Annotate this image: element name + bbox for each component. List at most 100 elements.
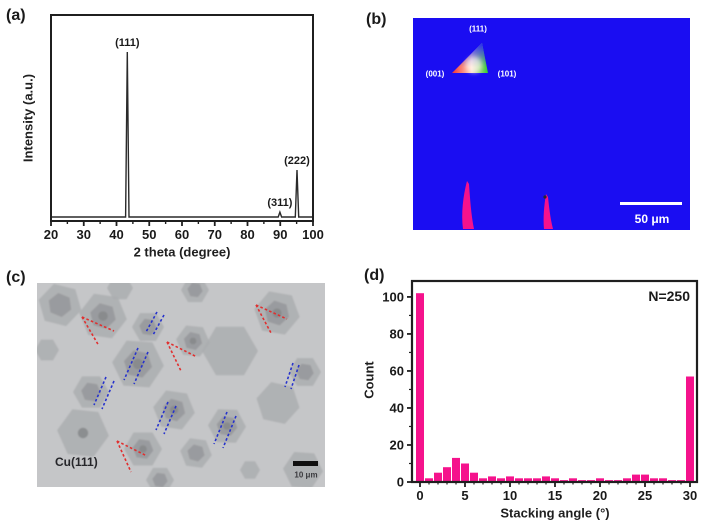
ipf-triangle-label-001: (001) [425,69,445,79]
histogram-bar [452,457,460,482]
histogram-bar [461,463,469,482]
x-tick-label: 50 [142,227,156,242]
histogram-bar [506,476,514,482]
blue-alignment-marker [152,314,165,336]
nucleation-core [169,405,179,415]
y-tick-label: 40 [390,400,404,415]
red-angle-marker [116,440,148,457]
x-tick-label: 80 [240,227,254,242]
scale-bar-50um [620,202,682,205]
sample-count-annotation: N=250 [648,288,690,304]
xrd-x-axis-title: 2 theta (degree) [133,244,231,260]
blue-alignment-marker [290,364,300,390]
graphene-hexagon [240,461,260,479]
ipf-triangle-center-white [466,57,482,73]
hist-y-axis-title: Count [361,361,377,399]
x-tick-label: 30 [683,488,697,503]
hist-x-axis-title: Stacking angle (°) [500,505,610,521]
blue-alignment-marker [284,362,294,388]
substrate-label: Cu(111) [55,455,98,469]
x-tick-label: 60 [175,227,189,242]
hist-plot-frame [410,279,699,484]
ebsd-map: (111) (001) (101) 50 μm [413,18,690,230]
second-layer-hexagon [296,363,314,381]
histogram-bar [470,472,478,482]
nucleation-core [189,337,197,345]
blue-alignment-marker [155,401,169,431]
blue-alignment-marker [133,351,149,385]
peak-label: (111) [115,37,140,49]
second-layer-hexagon [187,444,205,462]
histogram-bar [533,478,541,482]
graphene-domains [37,283,323,487]
sem-image [37,283,325,487]
blue-alignment-marker [93,376,107,406]
graphene-hexagon [202,326,258,376]
y-tick-label: 20 [390,437,404,452]
second-layer-hexagon [81,382,101,402]
second-layer-hexagon [48,293,72,317]
ipf-triangle-label-111: (111) [469,24,487,34]
histogram-bar [623,478,631,482]
graphene-hexagon [37,339,59,361]
x-tick-label: 20 [593,488,607,503]
y-tick-label: 80 [390,326,404,341]
red-angle-marker [255,304,288,320]
histogram-bar [479,478,487,482]
histogram-bar [551,478,559,482]
histogram-bar [659,478,667,482]
nucleation-core [223,422,231,430]
x-tick-label: 5 [461,488,468,503]
histogram-bar [443,467,451,482]
nucleation-core [132,358,144,370]
histogram-bar [425,478,433,482]
nucleation-core [77,427,89,439]
red-angle-marker [255,304,272,334]
scale-bar-10um [293,461,318,466]
red-angle-marker [116,440,132,473]
nucleation-core [98,311,108,321]
histogram-bar [686,376,694,482]
histogram-bar [434,472,442,482]
x-tick-label: 100 [302,227,324,242]
y-tick-label: 100 [382,289,404,304]
misoriented-grain-streak [543,194,553,229]
xrd-plot: 20 30 40 50 60 70 80 90 100 (111) (311) (222) [44,14,324,242]
peak-label: (311) [267,197,292,209]
ebsd-map-image [413,18,690,230]
xrd-spectrum-line [52,51,312,218]
stacking-angle-histogram: 0 5 10 15 20 25 30 0 20 40 60 80 100 [382,279,699,503]
histogram-bar [650,478,658,482]
panel-a-label: (a) [6,7,26,24]
panel-d-label: (d) [364,267,385,284]
ebsd-blue-grain [413,18,690,230]
histogram-bar [632,474,640,482]
x-tick-label: 40 [109,227,123,242]
blue-alignment-marker [145,311,158,333]
misoriented-grain-streak [462,181,474,229]
red-angle-marker [166,341,182,372]
red-angle-marker [166,341,198,358]
scale-bar-50um-text: 50 μm [634,212,670,226]
x-tick-label: 20 [44,227,58,242]
blue-alignment-marker [123,347,139,381]
x-tick-label: 70 [208,227,222,242]
xrd-plot-frame [50,14,314,222]
histogram-bar [488,476,496,482]
xrd-y-axis-title: Intensity (a.u.) [20,73,36,163]
nucleation-core [139,445,147,453]
x-tick-label: 10 [503,488,517,503]
x-tick-label: 30 [77,227,91,242]
blue-alignment-marker [101,380,115,410]
x-tick-label: 25 [638,488,652,503]
graphene-hexagon [283,452,323,487]
panel-c-label: (c) [6,269,26,286]
y-tick-label: 60 [390,363,404,378]
x-tick-label: 90 [273,227,287,242]
second-layer-hexagon [187,283,203,298]
histogram-bar [641,474,649,482]
x-tick-label: 15 [548,488,562,503]
histogram-bar [596,478,604,482]
blue-alignment-marker [163,405,177,435]
red-angle-marker [81,316,100,347]
